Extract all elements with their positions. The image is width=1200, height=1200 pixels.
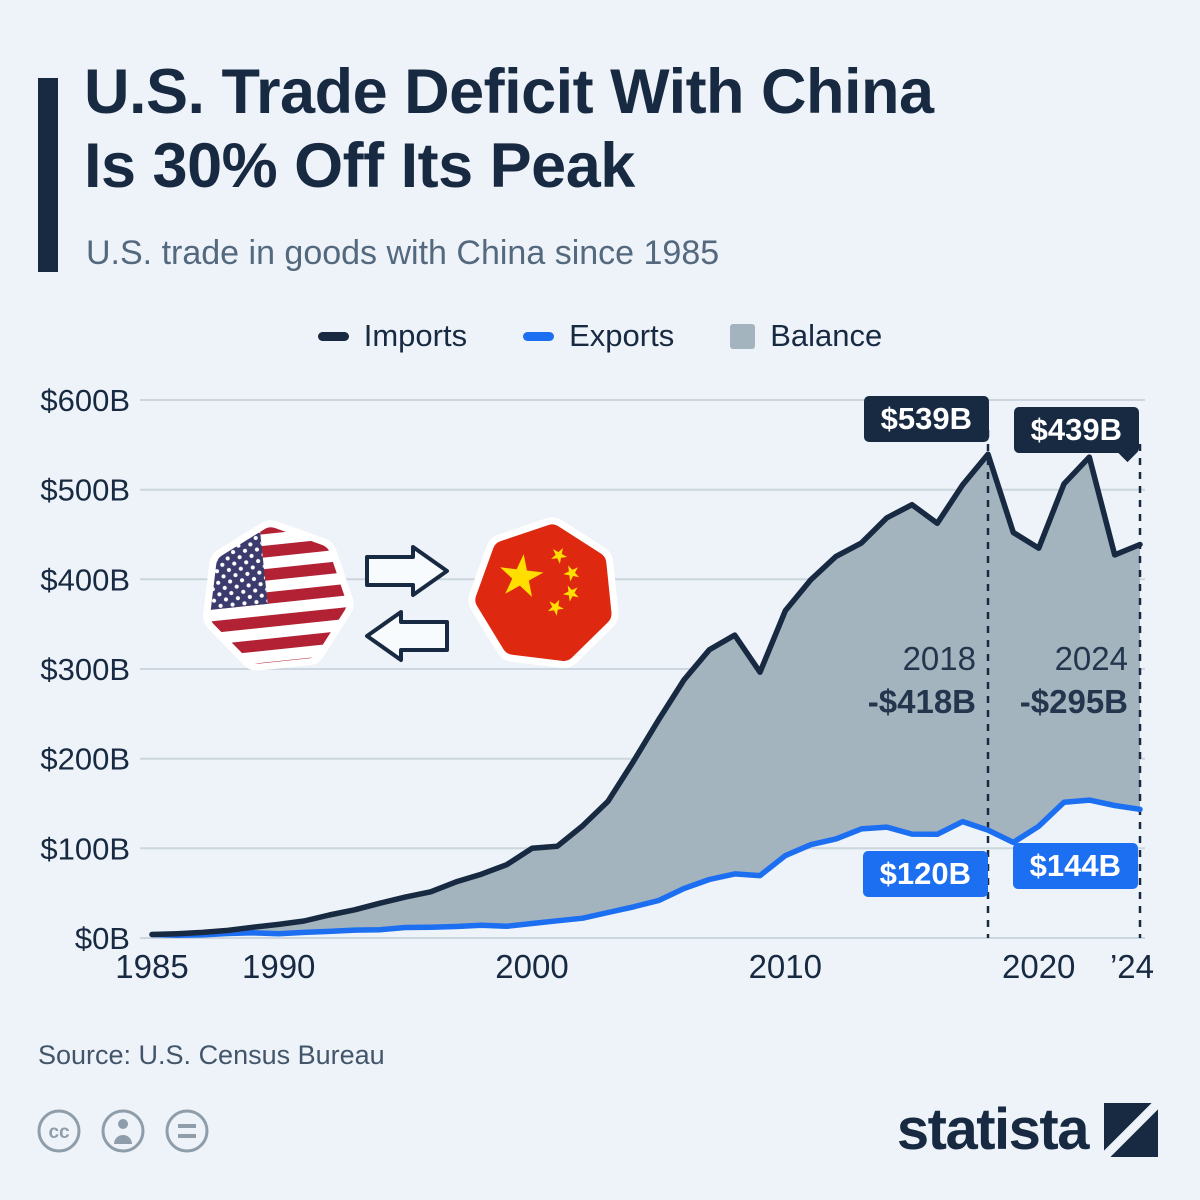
balance-2018-year: 2018 [902,640,976,677]
exports-line [149,797,1143,938]
y-axis-label: $100B [40,831,130,866]
legend-imports-label: Imports [363,318,468,353]
balance-2024-year: 2024 [1054,640,1128,677]
no-derivatives-icon[interactable] [164,1108,210,1154]
y-axis-label: $300B [40,652,130,687]
chart-legend: Imports Exports Balance [0,318,1200,354]
legend-item-exports: Exports [523,318,674,354]
x-axis-label: 2020 [1002,948,1075,985]
title-accent-bar [38,78,58,272]
balance-2024-note: 2024 -$295B [1020,638,1128,724]
balance-2018-note: 2018 -$418B [868,638,976,724]
balance-swatch-icon [730,323,756,349]
statista-wordmark: statista [896,1097,1090,1162]
imports-2024-badge: $439B [1013,407,1139,463]
legend-item-imports: Imports [317,318,468,354]
exports-2024-badge: $144B [1012,843,1138,889]
y-axis-label: $400B [40,562,130,597]
page-title: U.S. Trade Deficit With China Is 30% Off… [84,56,934,203]
x-axis-label: 2000 [495,948,568,985]
x-axis-label: 1990 [242,948,315,985]
legend-exports-label: Exports [569,318,675,353]
balance-2024-value: -$295B [1019,682,1128,720]
cc-license-icon[interactable]: cc [36,1108,82,1154]
trade-chart: $0B $100B $200B $300B $400B $500B $600B 1985 199… [40,383,1154,985]
y-axis-label: $500B [40,473,130,508]
legend-item-balance: Balance [730,318,882,354]
exports-2018-badge: $120B [862,851,988,897]
subtitle: U.S. trade in goods with China since 198… [86,234,720,272]
statista-logo[interactable]: statista [897,1096,1158,1163]
y-axis-label: $200B [40,742,130,777]
legend-balance-label: Balance [770,318,883,353]
balance-area [152,454,1140,936]
svg-text:cc: cc [48,1122,70,1143]
attribution-icon[interactable] [100,1108,146,1154]
imports-line [149,451,1143,938]
x-axis-label: 2010 [749,948,822,985]
x-axis-label: ’24 [1110,948,1154,985]
y-axis-label: $600B [40,383,130,418]
imports-swatch-icon [317,331,349,341]
statista-logo-icon [1104,1102,1158,1157]
source-note: Source: U.S. Census Bureau [38,1040,385,1070]
imports-2018-badge: $539B [863,396,989,442]
x-axis-label: 1985 [115,948,188,985]
exports-swatch-icon [523,331,555,341]
balance-2018-value: -$418B [867,682,976,720]
title-line-1: U.S. Trade Deficit With China [84,57,934,127]
license-icons: cc [36,1108,210,1154]
imports-2024-badge-label: $439B [1030,412,1122,447]
title-line-2: Is 30% Off Its Peak [84,130,635,201]
y-axis-label: $0B [75,921,130,956]
